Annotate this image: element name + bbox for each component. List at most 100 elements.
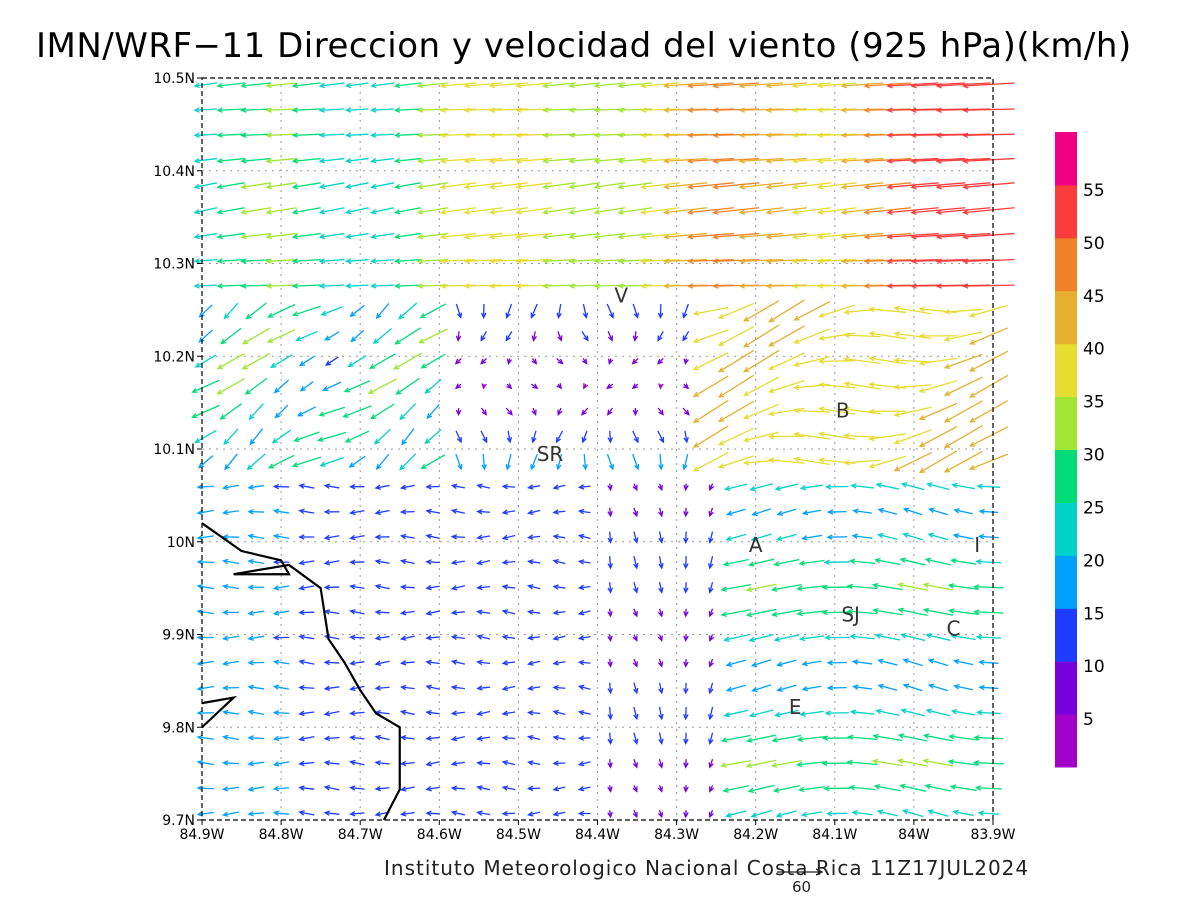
wind-vector-head: [657, 635, 663, 642]
wind-vector-shaft: [970, 304, 1009, 317]
wind-vector: [826, 685, 847, 691]
wind-vector: [425, 659, 440, 666]
wind-vector-head: [272, 735, 280, 742]
wind-vector-shaft: [274, 610, 290, 615]
wind-vector-head: [593, 209, 600, 215]
wind-vector-head: [450, 810, 458, 816]
wind-vector-shaft: [395, 327, 421, 345]
wind-vector: [370, 182, 395, 190]
wind-vector-head: [265, 233, 272, 240]
wind-vector-shaft: [350, 812, 365, 815]
wind-vector-shaft: [842, 82, 884, 87]
wind-vector: [527, 559, 541, 565]
wind-vector: [318, 207, 345, 215]
colorbar-label: 50: [1083, 234, 1105, 254]
wind-vector: [349, 634, 365, 641]
wind-vector-head: [272, 684, 280, 690]
wind-vector: [617, 107, 653, 113]
wind-vector-head: [924, 783, 931, 790]
wind-vector-head: [725, 686, 733, 692]
wind-vector: [568, 283, 600, 289]
wind-vector-head: [501, 559, 509, 566]
wind-vector: [501, 559, 516, 566]
wind-vector-shaft: [395, 108, 421, 111]
wind-vector-head: [395, 389, 402, 395]
wind-vector: [374, 534, 390, 540]
wind-vector-head: [852, 684, 859, 690]
wind-vector-shaft: [746, 583, 777, 591]
wind-vector: [658, 531, 664, 544]
wind-vector-head: [791, 233, 799, 240]
wind-vector: [515, 82, 553, 89]
wind-vector: [725, 810, 747, 818]
wind-vector-shaft: [530, 303, 538, 318]
colorbar-bin: [1055, 184, 1077, 239]
wind-vector: [640, 232, 680, 240]
wind-vector-shaft: [847, 761, 878, 766]
wind-vector-shaft: [371, 182, 395, 188]
wind-vector-shaft: [798, 735, 827, 741]
wind-vector-shaft: [963, 108, 1015, 111]
wind-vector-head: [191, 413, 198, 419]
wind-vector-shaft: [194, 207, 218, 214]
wind-vector-head: [824, 634, 831, 641]
wind-vector: [216, 377, 246, 395]
wind-vector-head: [488, 158, 496, 164]
wind-vector-head: [816, 158, 824, 164]
wind-vector: [893, 305, 932, 315]
wind-vector-shaft: [569, 108, 600, 111]
wind-vector-shaft: [794, 356, 831, 366]
wind-vector-shaft: [325, 610, 340, 615]
wind-vector-shaft: [217, 207, 245, 214]
wind-vector: [607, 658, 613, 668]
wind-vector-head: [323, 785, 331, 791]
wind-vector-head: [875, 482, 882, 488]
wind-vector: [593, 207, 626, 215]
wind-vector: [401, 428, 415, 446]
colorbar-bin: [1055, 555, 1077, 609]
wind-vector: [607, 531, 613, 544]
wind-vector-head: [552, 786, 559, 792]
wind-vector-head: [897, 607, 904, 614]
wind-vector-shaft: [657, 430, 665, 443]
wind-vector-head: [223, 313, 230, 320]
wind-vector: [633, 732, 639, 745]
wind-vector-head: [196, 734, 204, 741]
wind-vector-head: [962, 132, 969, 139]
wind-vector-shaft: [320, 108, 345, 111]
station-label: V: [614, 283, 628, 307]
wind-vector-shaft: [688, 157, 734, 162]
wind-vector-head: [291, 158, 299, 164]
wind-vector-shaft: [543, 258, 576, 262]
wind-vector-head: [298, 559, 305, 566]
wind-vector-head: [244, 389, 252, 395]
wind-vector-shaft: [953, 810, 974, 817]
wind-vector-head: [221, 786, 229, 792]
wind-vector: [418, 328, 448, 344]
wind-vector-head: [372, 338, 379, 345]
wind-vector-shaft: [969, 350, 1009, 372]
wind-vector-shaft: [503, 661, 516, 664]
wind-vector: [425, 709, 440, 716]
wind-vector-head: [527, 760, 534, 766]
wind-vector-shaft: [775, 709, 799, 717]
wind-vector: [765, 82, 808, 89]
wind-vector: [712, 157, 760, 164]
wind-vector-shaft: [553, 484, 566, 489]
wind-vector-shaft: [350, 786, 365, 790]
wind-vector-head: [658, 383, 664, 390]
wind-vector: [918, 426, 958, 447]
wind-vector-head: [293, 436, 300, 443]
wind-vector: [463, 232, 503, 240]
wind-vector-shaft: [194, 182, 218, 188]
wind-vector-head: [742, 414, 750, 420]
wind-vector-shaft: [594, 207, 626, 214]
wind-vector: [291, 132, 321, 138]
y-tick-label: 10.1N: [153, 442, 195, 458]
wind-vector-head: [295, 336, 302, 342]
wind-vector: [291, 283, 321, 289]
x-tick-label: 84.4W: [575, 827, 620, 843]
wind-vector-head: [527, 609, 534, 615]
wind-vector-head: [527, 509, 534, 515]
